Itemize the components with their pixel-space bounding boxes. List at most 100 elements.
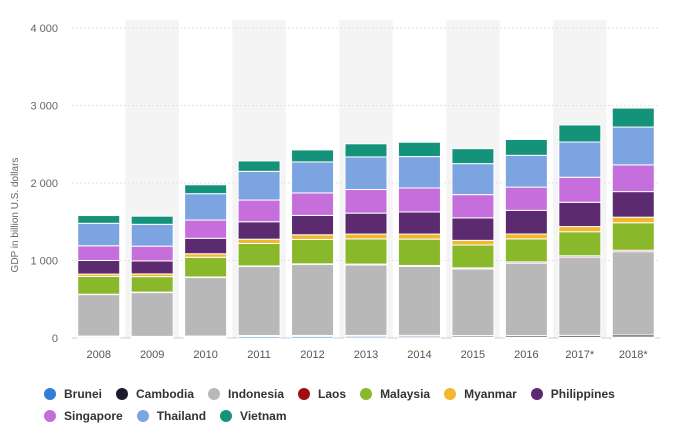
- legend-item-singapore[interactable]: Singapore: [44, 409, 123, 423]
- bar-segment-malaysia[interactable]: [291, 238, 335, 265]
- bar-segment-myanmar[interactable]: [451, 239, 495, 246]
- bar-segment-singapore[interactable]: [397, 187, 441, 213]
- bar-stack-2008[interactable]: [77, 215, 121, 339]
- bar-segment-vietnam[interactable]: [451, 148, 495, 165]
- bar-segment-singapore[interactable]: [504, 186, 548, 211]
- bar-segment-thailand[interactable]: [451, 163, 495, 196]
- bar-segment-myanmar[interactable]: [611, 216, 655, 224]
- bar-segment-malaysia[interactable]: [130, 276, 174, 293]
- bar-stack-2012[interactable]: [291, 149, 335, 339]
- bar-segment-myanmar[interactable]: [344, 233, 388, 240]
- bar-segment-malaysia[interactable]: [77, 275, 121, 295]
- bar-segment-thailand[interactable]: [611, 126, 655, 166]
- bar-segment-philippines[interactable]: [237, 221, 281, 240]
- bar-segment-vietnam[interactable]: [611, 107, 655, 128]
- bar-stack-2016[interactable]: [504, 138, 548, 339]
- bar-segment-singapore[interactable]: [558, 176, 602, 203]
- bar-segment-vietnam[interactable]: [344, 143, 388, 158]
- bar-segment-malaysia[interactable]: [558, 231, 602, 257]
- bar-segment-malaysia[interactable]: [344, 238, 388, 265]
- bar-segment-malaysia[interactable]: [451, 244, 495, 269]
- bar-segment-indonesia[interactable]: [558, 256, 602, 336]
- bar-segment-thailand[interactable]: [291, 161, 335, 194]
- bar-segment-philippines[interactable]: [611, 191, 655, 218]
- legend-item-brunei[interactable]: Brunei: [44, 387, 102, 401]
- bar-segment-indonesia[interactable]: [451, 268, 495, 337]
- bar-segment-singapore[interactable]: [611, 164, 655, 193]
- bar-stack-2011[interactable]: [237, 160, 281, 339]
- bar-segment-singapore[interactable]: [77, 245, 121, 261]
- bar-segment-malaysia[interactable]: [504, 238, 548, 263]
- bar-segment-thailand[interactable]: [77, 222, 121, 247]
- legend-item-cambodia[interactable]: Cambodia: [116, 387, 194, 401]
- bar-segment-myanmar[interactable]: [184, 253, 228, 258]
- bar-segment-philippines[interactable]: [77, 260, 121, 275]
- bar-stack-2010[interactable]: [184, 184, 228, 339]
- bar-segment-malaysia[interactable]: [184, 256, 228, 278]
- bar-segment-myanmar[interactable]: [237, 238, 281, 244]
- bar-segment-vietnam[interactable]: [184, 184, 228, 195]
- bar-segment-philippines[interactable]: [130, 260, 174, 275]
- bar-segment-indonesia[interactable]: [130, 292, 174, 337]
- legend-item-vietnam[interactable]: Vietnam: [220, 409, 287, 423]
- bar-segment-indonesia[interactable]: [504, 262, 548, 337]
- legend-item-myanmar[interactable]: Myanmar: [444, 387, 517, 401]
- bar-stack-2018*[interactable]: [611, 107, 655, 339]
- bars[interactable]: [77, 107, 655, 339]
- bar-segment-singapore[interactable]: [237, 199, 281, 223]
- bar-segment-vietnam[interactable]: [291, 149, 335, 163]
- bar-segment-vietnam[interactable]: [397, 141, 441, 158]
- legend-item-thailand[interactable]: Thailand: [136, 409, 207, 423]
- bar-stack-2017*[interactable]: [558, 124, 602, 339]
- legend-item-laos[interactable]: Laos: [298, 387, 346, 401]
- bar-segment-philippines[interactable]: [291, 214, 335, 236]
- bar-segment-philippines[interactable]: [451, 217, 495, 241]
- bar-segment-indonesia[interactable]: [77, 294, 121, 337]
- bar-segment-myanmar[interactable]: [291, 234, 335, 240]
- bar-segment-indonesia[interactable]: [184, 277, 228, 337]
- bar-segment-singapore[interactable]: [130, 245, 174, 262]
- legend-label: Thailand: [156, 409, 207, 423]
- bar-segment-thailand[interactable]: [397, 156, 441, 189]
- bar-segment-indonesia[interactable]: [344, 264, 388, 336]
- legend-item-malaysia[interactable]: Malaysia: [360, 387, 430, 401]
- bar-segment-singapore[interactable]: [451, 194, 495, 219]
- bar-segment-myanmar[interactable]: [558, 226, 602, 233]
- bar-segment-vietnam[interactable]: [237, 160, 281, 172]
- bar-segment-malaysia[interactable]: [237, 242, 281, 267]
- legend-swatch: [44, 388, 56, 400]
- bar-segment-indonesia[interactable]: [397, 265, 441, 336]
- bar-segment-indonesia[interactable]: [611, 251, 655, 336]
- bar-segment-vietnam[interactable]: [130, 215, 174, 225]
- bar-segment-vietnam[interactable]: [558, 124, 602, 143]
- bar-segment-philippines[interactable]: [344, 212, 388, 235]
- bar-segment-philippines[interactable]: [558, 201, 602, 228]
- legend-item-philippines[interactable]: Philippines: [530, 387, 615, 401]
- bar-segment-thailand[interactable]: [558, 141, 602, 178]
- bar-segment-thailand[interactable]: [130, 223, 174, 247]
- bar-segment-philippines[interactable]: [184, 237, 228, 255]
- bar-segment-vietnam[interactable]: [504, 138, 548, 156]
- bar-segment-thailand[interactable]: [184, 193, 228, 221]
- bar-segment-indonesia[interactable]: [291, 264, 335, 336]
- bar-stack-2014[interactable]: [397, 141, 441, 339]
- bar-segment-thailand[interactable]: [344, 156, 388, 191]
- bar-segment-singapore[interactable]: [184, 219, 228, 239]
- bar-segment-philippines[interactable]: [504, 209, 548, 235]
- bar-segment-indonesia[interactable]: [237, 266, 281, 337]
- bar-segment-singapore[interactable]: [291, 192, 335, 216]
- bar-segment-thailand[interactable]: [237, 170, 281, 201]
- bar-segment-myanmar[interactable]: [397, 233, 441, 240]
- bar-segment-vietnam[interactable]: [77, 215, 121, 224]
- bar-stack-2013[interactable]: [344, 143, 388, 339]
- bar-stack-2009[interactable]: [130, 215, 174, 339]
- bar-segment-malaysia[interactable]: [611, 222, 655, 251]
- bar-segment-myanmar[interactable]: [504, 233, 548, 240]
- x-tick-label: 2014: [407, 349, 431, 361]
- legend-item-indonesia[interactable]: Indonesia: [208, 387, 284, 401]
- bar-segment-philippines[interactable]: [397, 211, 441, 235]
- bar-stack-2015[interactable]: [451, 148, 495, 339]
- bar-segment-malaysia[interactable]: [397, 238, 441, 266]
- bar-segment-singapore[interactable]: [344, 189, 388, 214]
- bar-segment-thailand[interactable]: [504, 154, 548, 188]
